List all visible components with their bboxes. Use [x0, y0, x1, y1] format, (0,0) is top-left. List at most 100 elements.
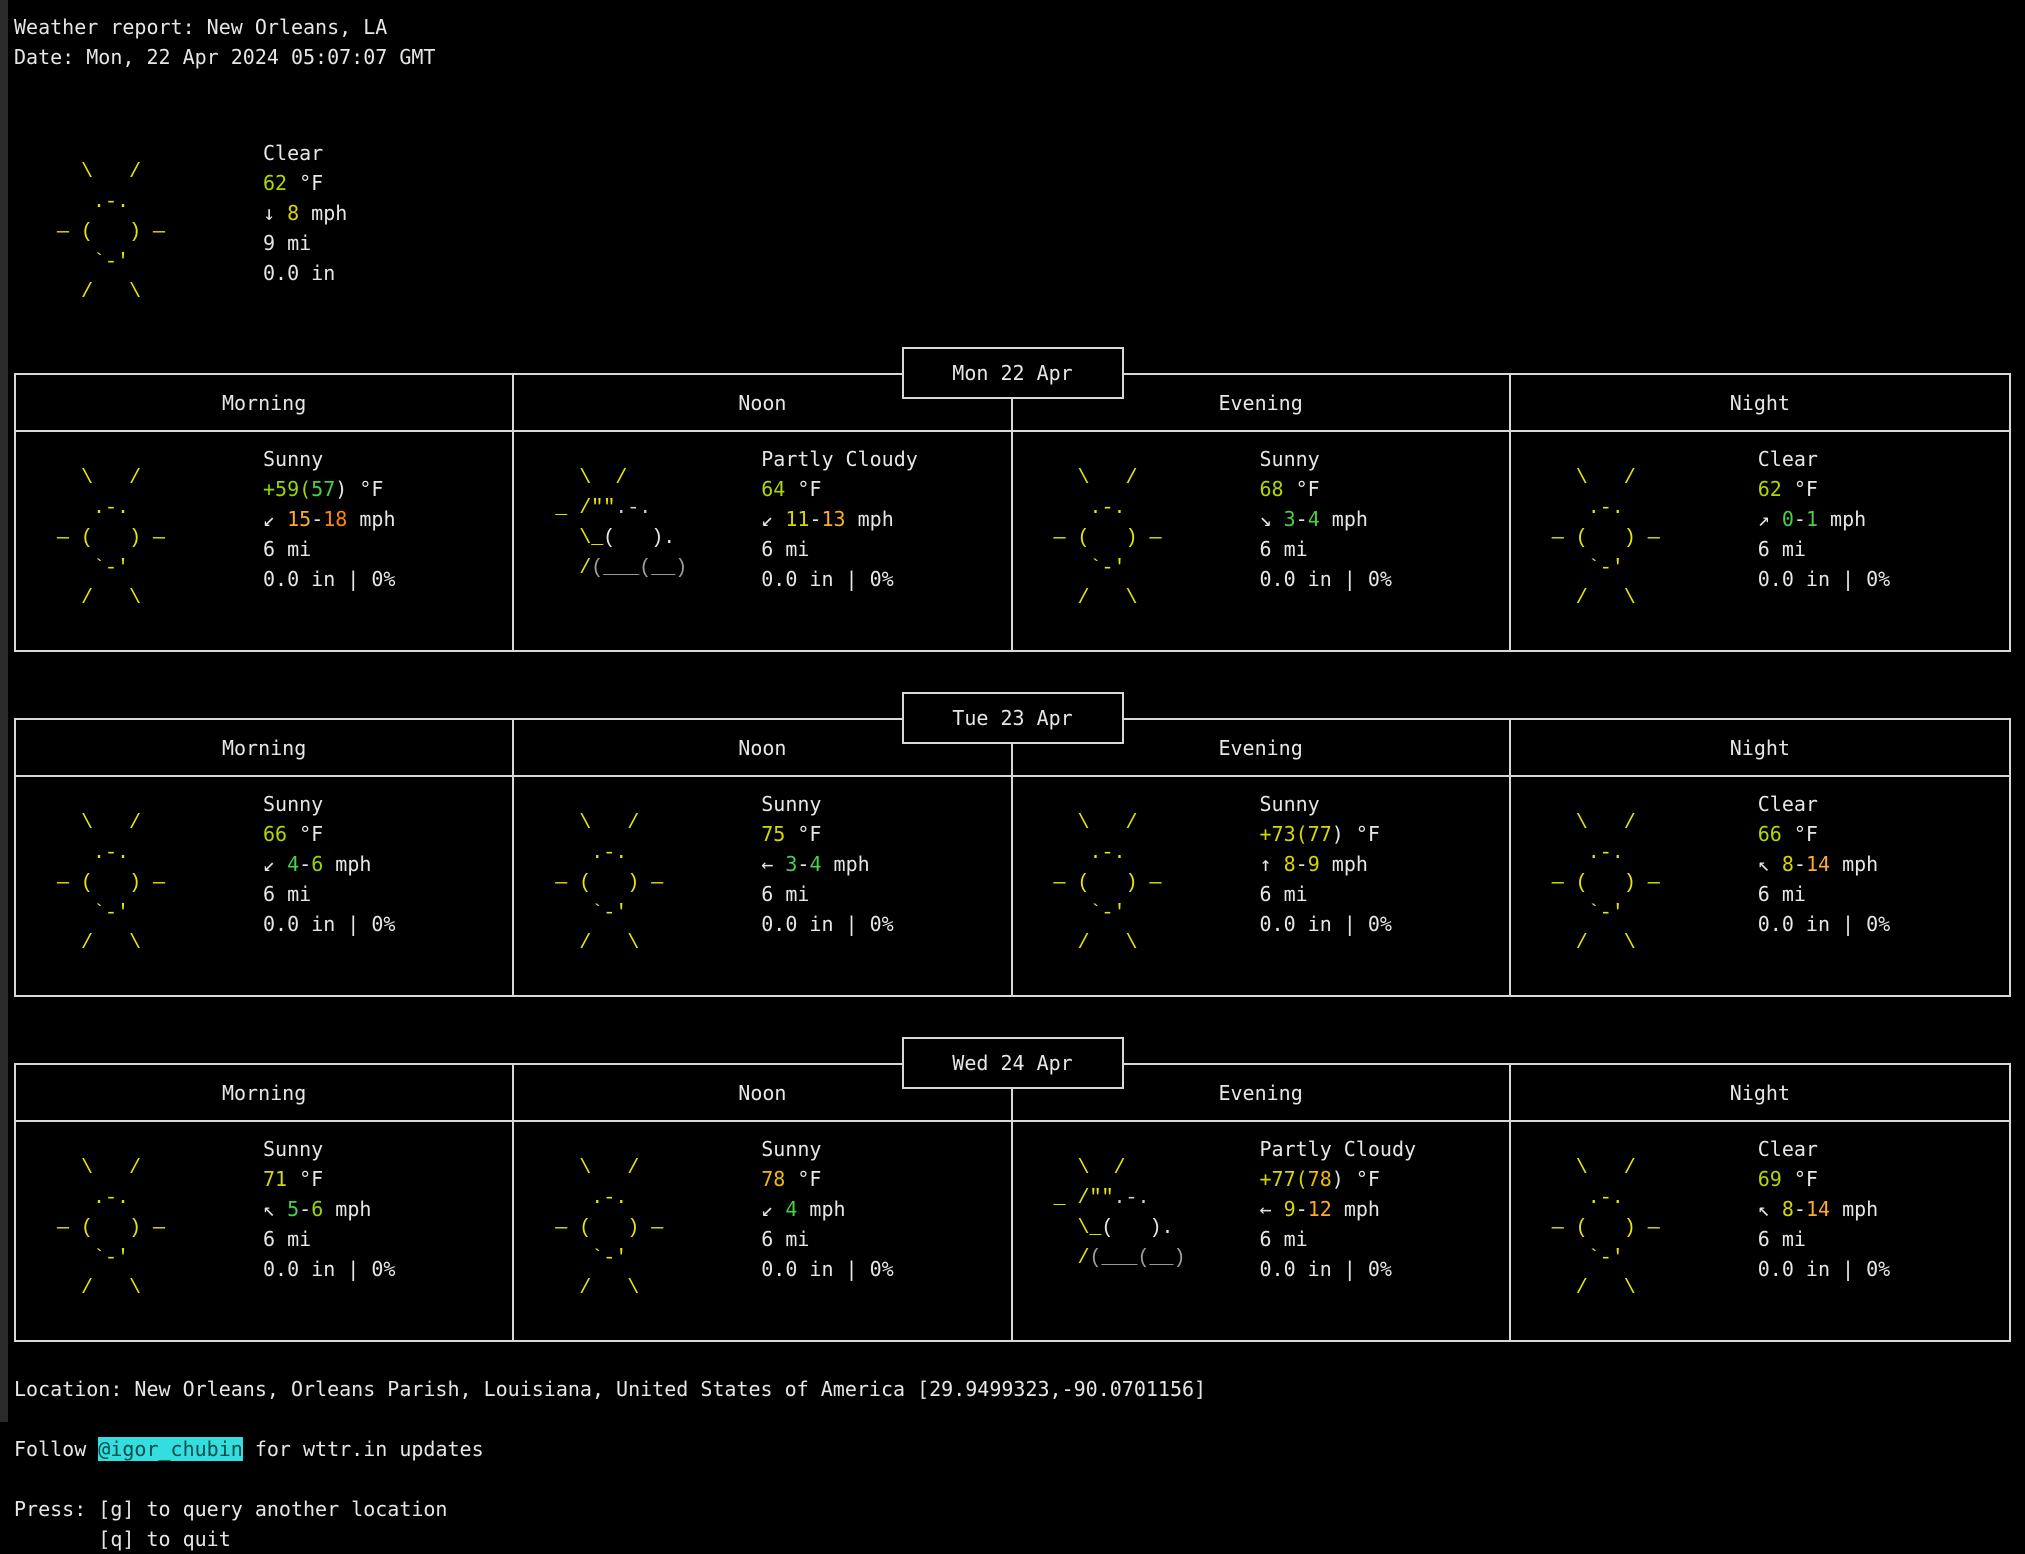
temperature-text: 69 °F: [1757, 1167, 1818, 1191]
condition-text: Sunny: [263, 1137, 324, 1161]
period-header-morning: Morning: [16, 720, 515, 775]
scrollbar[interactable]: [0, 0, 8, 1422]
condition-text: Sunny: [1259, 792, 1320, 816]
visibility-text: 6 mi: [1757, 882, 1806, 906]
forecast-cell-wed-noon: \ / .-. — ( ) — `-' / \ Sunny 78 °F ↙ 4 m…: [514, 1122, 1013, 1340]
precipitation-text: 0.0 in | 0%: [1259, 567, 1392, 591]
condition-text: Clear: [1757, 792, 1818, 816]
condition-text: Clear: [263, 141, 324, 165]
press-option-query: Press: [g] to query another location: [14, 1497, 448, 1521]
precipitation-text: 0.0 in: [263, 261, 336, 285]
location-line: Location: New Orleans, Orleans Parish, L…: [14, 1377, 1207, 1401]
weather-art: \ / _ /"".-. \_( ). /(___(__): [555, 467, 688, 580]
temperature-text: 62 °F: [1757, 477, 1818, 501]
date-box: Tue 23 Apr: [901, 692, 1124, 744]
weather-art: \ / .-. — ( ) — `-' / \: [1551, 467, 1660, 610]
twitter-handle-badge[interactable]: @igor_chubin: [98, 1437, 243, 1461]
precipitation-text: 0.0 in | 0%: [1259, 1257, 1392, 1281]
period-header-noon: Noon: [514, 720, 1013, 775]
precipitation-text: 0.0 in | 0%: [761, 567, 894, 591]
temperature-text: 68 °F: [1259, 477, 1320, 501]
weather-art: \ / .-. — ( ) — `-' / \: [1551, 812, 1660, 955]
follow-prefix: Follow: [14, 1437, 99, 1461]
forecast-cell-tue-morning: \ / .-. — ( ) — `-' / \ Sunny 66 °F ↙ 4-6…: [16, 777, 515, 995]
visibility-text: 6 mi: [761, 537, 810, 561]
period-header-noon: Noon: [514, 375, 1013, 430]
temperature-text: +73(77) °F: [1259, 822, 1380, 846]
condition-text: Sunny: [1259, 447, 1320, 471]
visibility-text: 6 mi: [761, 882, 810, 906]
visibility-text: 9 mi: [263, 231, 312, 255]
wind-text: ↑ 8-9 mph: [1259, 852, 1368, 876]
follow-line: Follow @igor_chubin for wttr.in updates: [14, 1434, 2011, 1464]
weather-art: \ / _ /"".-. \_( ). /(___(__): [1053, 1157, 1186, 1270]
condition-text: Sunny: [761, 792, 822, 816]
period-header-evening: Evening: [1013, 720, 1511, 775]
temperature-text: 64 °F: [761, 477, 822, 501]
visibility-text: 6 mi: [1757, 537, 1806, 561]
period-header-morning: Morning: [16, 375, 515, 430]
date-box: Wed 24 Apr: [901, 1037, 1124, 1089]
visibility-text: 6 mi: [263, 537, 312, 561]
wind-text: ↖ 5-6 mph: [263, 1197, 372, 1221]
visibility-text: 6 mi: [1757, 1227, 1806, 1251]
forecast-cell-tue-night: \ / .-. — ( ) — `-' / \ Clear 66 °F ↖ 8-1…: [1511, 777, 2009, 995]
temperature-text: 71 °F: [263, 1167, 324, 1191]
weather-art: \ / .-. — ( ) — `-' / \: [1053, 467, 1162, 610]
temperature-text: 66 °F: [1757, 822, 1818, 846]
visibility-text: 6 mi: [1259, 1227, 1308, 1251]
weather-report-title: Weather report: New Orleans, LA: [14, 15, 388, 39]
wind-text: ↘ 3-4 mph: [1259, 507, 1368, 531]
wind-text: ↙ 15-18 mph: [263, 507, 396, 531]
period-header-night: Night: [1729, 735, 1790, 760]
temperature-text: 62 °F: [263, 171, 324, 195]
day-table-tue: Tue 23 Apr Morning Noon Evening Night \ …: [14, 692, 2011, 997]
current-conditions: \ / .-. — ( ) — `-' / \ Clear 62 °F ↓ 8 m…: [14, 138, 2011, 328]
temperature-text: 66 °F: [263, 822, 324, 846]
period-header-night: Night: [1729, 390, 1790, 415]
precipitation-text: 0.0 in | 0%: [1259, 912, 1392, 936]
report-date: Date: Mon, 22 Apr 2024 05:07:07 GMT: [14, 45, 436, 69]
condition-text: Sunny: [263, 792, 324, 816]
wind-text: ↙ 4 mph: [761, 1197, 846, 1221]
weather-art: \ / .-. — ( ) — `-' / \: [555, 1157, 664, 1300]
precipitation-text: 0.0 in | 0%: [1757, 1257, 1891, 1281]
visibility-text: 6 mi: [263, 1227, 312, 1251]
condition-text: Sunny: [761, 1137, 822, 1161]
forecast-cell-tue-evening: \ / .-. — ( ) — `-' / \ Sunny +73(77) °F …: [1013, 777, 1511, 995]
temperature-text: +77(78) °F: [1259, 1167, 1380, 1191]
precipitation-text: 0.0 in | 0%: [1757, 912, 1891, 936]
forecast-cell-wed-night: \ / .-. — ( ) — `-' / \ Clear 69 °F ↖ 8-1…: [1511, 1122, 2009, 1340]
wind-text: ← 9-12 mph: [1259, 1197, 1380, 1221]
period-header-night: Night: [1729, 1080, 1790, 1105]
forecast-cell-mon-morning: \ / .-. — ( ) — `-' / \ Sunny +59(57) °F …: [16, 432, 515, 650]
weather-art: \ / .-. — ( ) — `-' / \: [555, 812, 664, 955]
wind-text: ↖ 8-14 mph: [1757, 852, 1879, 876]
precipitation-text: 0.0 in | 0%: [263, 912, 396, 936]
wind-text: ← 3-4 mph: [761, 852, 870, 876]
visibility-text: 6 mi: [1259, 882, 1308, 906]
press-option-quit: [q] to quit: [14, 1527, 231, 1551]
date-box: Mon 22 Apr: [901, 347, 1124, 399]
period-header-evening: Evening: [1013, 375, 1511, 430]
wind-text: ↙ 11-13 mph: [761, 507, 894, 531]
forecast-cell-wed-morning: \ / .-. — ( ) — `-' / \ Sunny 71 °F ↖ 5-6…: [16, 1122, 515, 1340]
press-instructions: Press: [g] to query another location [q]…: [14, 1494, 2011, 1554]
wind-text: ↗ 0-1 mph: [1757, 507, 1867, 531]
wind-text: ↓ 8 mph: [263, 201, 348, 225]
day-table-mon: Mon 22 Apr Morning Noon Evening Night \ …: [14, 347, 2011, 652]
precipitation-text: 0.0 in | 0%: [761, 912, 894, 936]
temperature-text: +59(57) °F: [263, 477, 384, 501]
forecast-cell-wed-evening: \ / _ /"".-. \_( ). /(___(__) Partly Clou…: [1013, 1122, 1511, 1340]
period-header-morning: Morning: [16, 1065, 515, 1120]
visibility-text: 6 mi: [263, 882, 312, 906]
temperature-text: 75 °F: [761, 822, 822, 846]
forecast-cell-mon-night: \ / .-. — ( ) — `-' / \ Clear 62 °F ↗ 0-1…: [1511, 432, 2009, 650]
forecast-cell-mon-noon: \ / _ /"".-. \_( ). /(___(__) Partly Clou…: [514, 432, 1013, 650]
wind-text: ↙ 4-6 mph: [263, 852, 372, 876]
condition-text: Sunny: [263, 447, 324, 471]
forecast-cell-mon-evening: \ / .-. — ( ) — `-' / \ Sunny 68 °F ↘ 3-4…: [1013, 432, 1511, 650]
temperature-text: 78 °F: [761, 1167, 822, 1191]
weather-art: \ / .-. — ( ) — `-' / \: [57, 1157, 166, 1300]
